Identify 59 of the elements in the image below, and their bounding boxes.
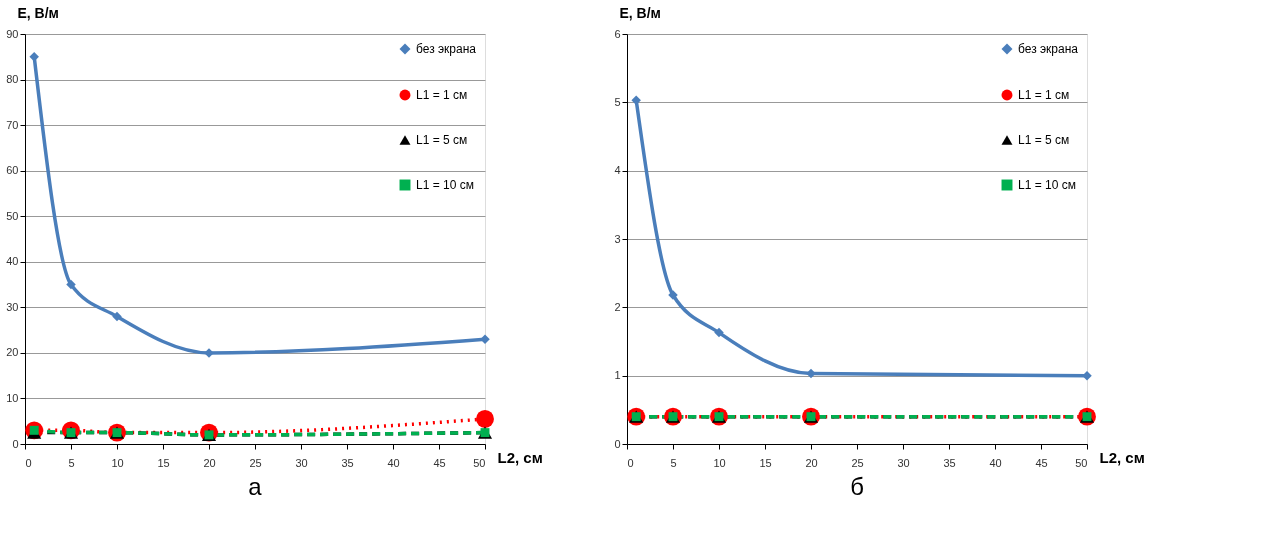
x-tick-label: 30	[295, 456, 308, 469]
y-tick-label: 80	[6, 73, 19, 86]
y-tick-label: 20	[6, 346, 19, 359]
legend-label: L1 = 10 см	[1018, 178, 1076, 192]
x-tick-label: 50	[473, 456, 486, 469]
y-tick-label: 4	[614, 164, 621, 177]
x-axis-title: L2, см	[1099, 448, 1145, 466]
x-tick-label: 15	[759, 456, 772, 469]
x-tick-label: 10	[111, 456, 124, 469]
x-tick-label: 0	[627, 456, 634, 469]
y-tick-label: 0	[614, 437, 621, 450]
point	[714, 327, 724, 338]
point	[476, 410, 494, 428]
y-tick-label: 0	[12, 437, 19, 450]
x-tick-label: 45	[433, 456, 446, 469]
x-tick-label: 20	[203, 456, 216, 469]
y-tick-label: 40	[6, 255, 19, 268]
y-tick-label: 3	[614, 232, 621, 245]
x-tick-label: 0	[25, 456, 32, 469]
x-tick-label: 45	[1035, 456, 1048, 469]
y-tick-label: 50	[6, 209, 19, 222]
text: а	[248, 473, 263, 500]
x-tick-label: 30	[897, 456, 910, 469]
legend-label: без экрана	[1018, 42, 1079, 56]
legend-label: без экрана	[416, 42, 477, 56]
legend-label: L1 = 1 см	[1018, 88, 1070, 102]
y-axis-title: E, В/м	[619, 4, 661, 21]
x-tick-label: 35	[943, 456, 956, 469]
x-tick-label: 15	[157, 456, 170, 469]
x-tick-label: 10	[713, 456, 726, 469]
x-tick-label: 35	[341, 456, 354, 469]
x-tick-label: 5	[68, 456, 75, 469]
text: б	[850, 473, 864, 500]
y-tick-label: 1	[614, 369, 621, 382]
x-tick-label: 40	[989, 456, 1002, 469]
legend-label: L1 = 10 см	[416, 178, 474, 192]
y-tick-label: 5	[614, 95, 621, 108]
y-tick-label: 30	[6, 300, 19, 313]
legend-label: L1 = 5 см	[416, 133, 468, 147]
x-axis-title: L2, см	[497, 448, 543, 466]
point	[1082, 370, 1092, 381]
x-tick-label: 5	[670, 456, 677, 469]
point	[112, 311, 122, 322]
y-tick-label: 2	[614, 300, 621, 313]
x-tick-label: 25	[249, 456, 262, 469]
y-tick-label: 10	[6, 391, 19, 404]
y-tick-label: 90	[6, 27, 19, 40]
point	[66, 279, 76, 290]
legend-label: L1 = 5 см	[1018, 133, 1070, 147]
y-tick-label: 60	[6, 164, 19, 177]
y-axis-title: E, В/м	[17, 4, 59, 21]
x-tick-label: 25	[851, 456, 864, 469]
point	[29, 52, 39, 62]
x-tick-label: 20	[805, 456, 818, 469]
legend-label: L1 = 1 см	[416, 88, 468, 102]
x-tick-label: 40	[387, 456, 400, 469]
y-tick-label: 6	[614, 27, 621, 40]
x-tick-label: 50	[1075, 456, 1088, 469]
y-tick-label: 70	[6, 118, 19, 131]
